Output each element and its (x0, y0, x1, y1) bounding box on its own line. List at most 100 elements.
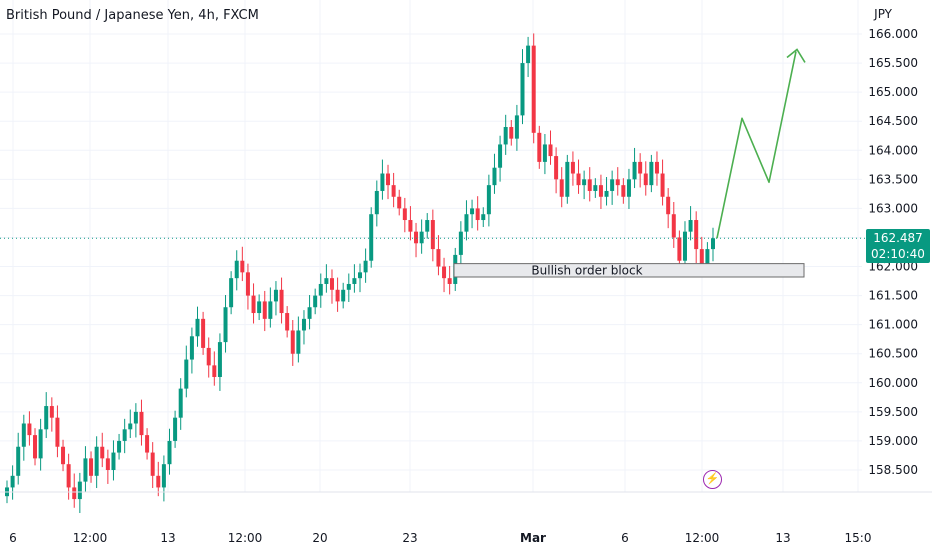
order-block-label: Bullish order block (531, 263, 642, 277)
candle-body (386, 173, 391, 186)
candle-body (688, 220, 693, 232)
candle-body (189, 336, 194, 360)
candle-body (481, 214, 486, 221)
candle-body (475, 208, 480, 221)
annotations: Bullish order block (0, 48, 866, 278)
candle-body (150, 452, 155, 476)
candle-body (352, 278, 357, 284)
candle-body (604, 190, 609, 197)
candle-body (77, 481, 82, 500)
candle-body (425, 220, 430, 232)
candle-body (307, 307, 312, 319)
candle-body (576, 173, 581, 186)
x-tick-label: 15:0 (845, 531, 872, 545)
y-tick-label: 166.000 (868, 27, 918, 41)
y-tick-label: 163.500 (868, 172, 918, 186)
candle-body (369, 214, 374, 261)
y-tick-label: 158.500 (868, 463, 918, 477)
candle-body (335, 289, 340, 302)
y-tick-label: 163.000 (868, 201, 918, 215)
candle-body (554, 156, 559, 180)
candles (5, 33, 715, 514)
candle-body (694, 220, 699, 250)
lightning-icon[interactable]: ⚡ (703, 470, 722, 489)
candle-body (145, 435, 150, 453)
candle-body (161, 464, 166, 488)
candle-body (273, 289, 278, 302)
candle-body (442, 266, 447, 279)
candle-body (419, 231, 424, 244)
y-tick-label: 165.000 (868, 85, 918, 99)
candle-body (470, 208, 475, 215)
candle-body (346, 283, 351, 290)
x-tick-label: 23 (402, 531, 417, 545)
candle-body (363, 260, 368, 273)
candle-body (61, 446, 66, 465)
candle-body (643, 173, 648, 186)
x-tick-label: Mar (520, 531, 546, 545)
candle-body (408, 220, 413, 232)
x-tick-label: 20 (312, 531, 327, 545)
candle-body (212, 365, 217, 377)
x-tick-label: 12:00 (228, 531, 263, 545)
candle-body (358, 272, 362, 279)
candle-body (229, 278, 234, 308)
candle-body (542, 144, 547, 162)
candle-body (184, 359, 189, 389)
candle-body (262, 301, 267, 319)
candle-body (380, 173, 385, 191)
candle-body (436, 249, 441, 267)
candle-body (257, 301, 262, 314)
candle-body (654, 161, 659, 174)
candle-body (414, 231, 419, 244)
candle-body (430, 220, 435, 250)
x-tick-label: 12:00 (685, 531, 720, 545)
candle-body (111, 452, 116, 470)
y-tick-label: 164.000 (868, 143, 918, 157)
candle-body (313, 295, 318, 308)
candle-body (559, 179, 564, 197)
candle-body (660, 173, 665, 197)
bar-countdown: 02:10:40 (871, 247, 925, 261)
candle-body (117, 440, 122, 453)
candle-body (16, 446, 21, 476)
candle-body (520, 63, 525, 116)
last-price-value: 162.487 (873, 231, 923, 245)
candle-body (548, 144, 553, 157)
candle-body (666, 196, 671, 215)
candle-body (649, 161, 654, 186)
candle-body (94, 446, 99, 476)
candle-body (610, 179, 615, 191)
candle-body (638, 161, 643, 174)
candle-body (234, 260, 239, 279)
candle-body (570, 161, 575, 174)
candle-body (201, 318, 206, 348)
candle-body (21, 423, 26, 447)
candle-body (55, 417, 60, 447)
y-tick-label: 160.500 (868, 347, 918, 361)
candle-body (593, 185, 598, 191)
candle-body (526, 45, 531, 64)
candle-body (268, 301, 273, 319)
candle-body (711, 238, 715, 250)
axes: 158.500 159.000 159.500 160.000 160.500 161.0… (0, 27, 932, 545)
candle-body (290, 330, 295, 354)
x-tick-label: 13 (775, 531, 790, 545)
candle-body (89, 458, 94, 476)
candle-body (139, 411, 144, 436)
candle-body (223, 307, 228, 343)
candle-body (33, 435, 38, 459)
candle-body (296, 330, 301, 354)
candle-body (677, 237, 682, 261)
candle-body (167, 440, 172, 465)
y-tick-label: 165.500 (868, 56, 918, 70)
candle-body (279, 289, 284, 314)
y-tick-label: 159.000 (868, 434, 918, 448)
candle-body (10, 475, 15, 488)
y-tick-label: 164.500 (868, 114, 918, 128)
candle-body (173, 417, 178, 441)
candle-body (105, 458, 110, 470)
candle-body (318, 283, 323, 296)
candle-body (699, 249, 704, 267)
